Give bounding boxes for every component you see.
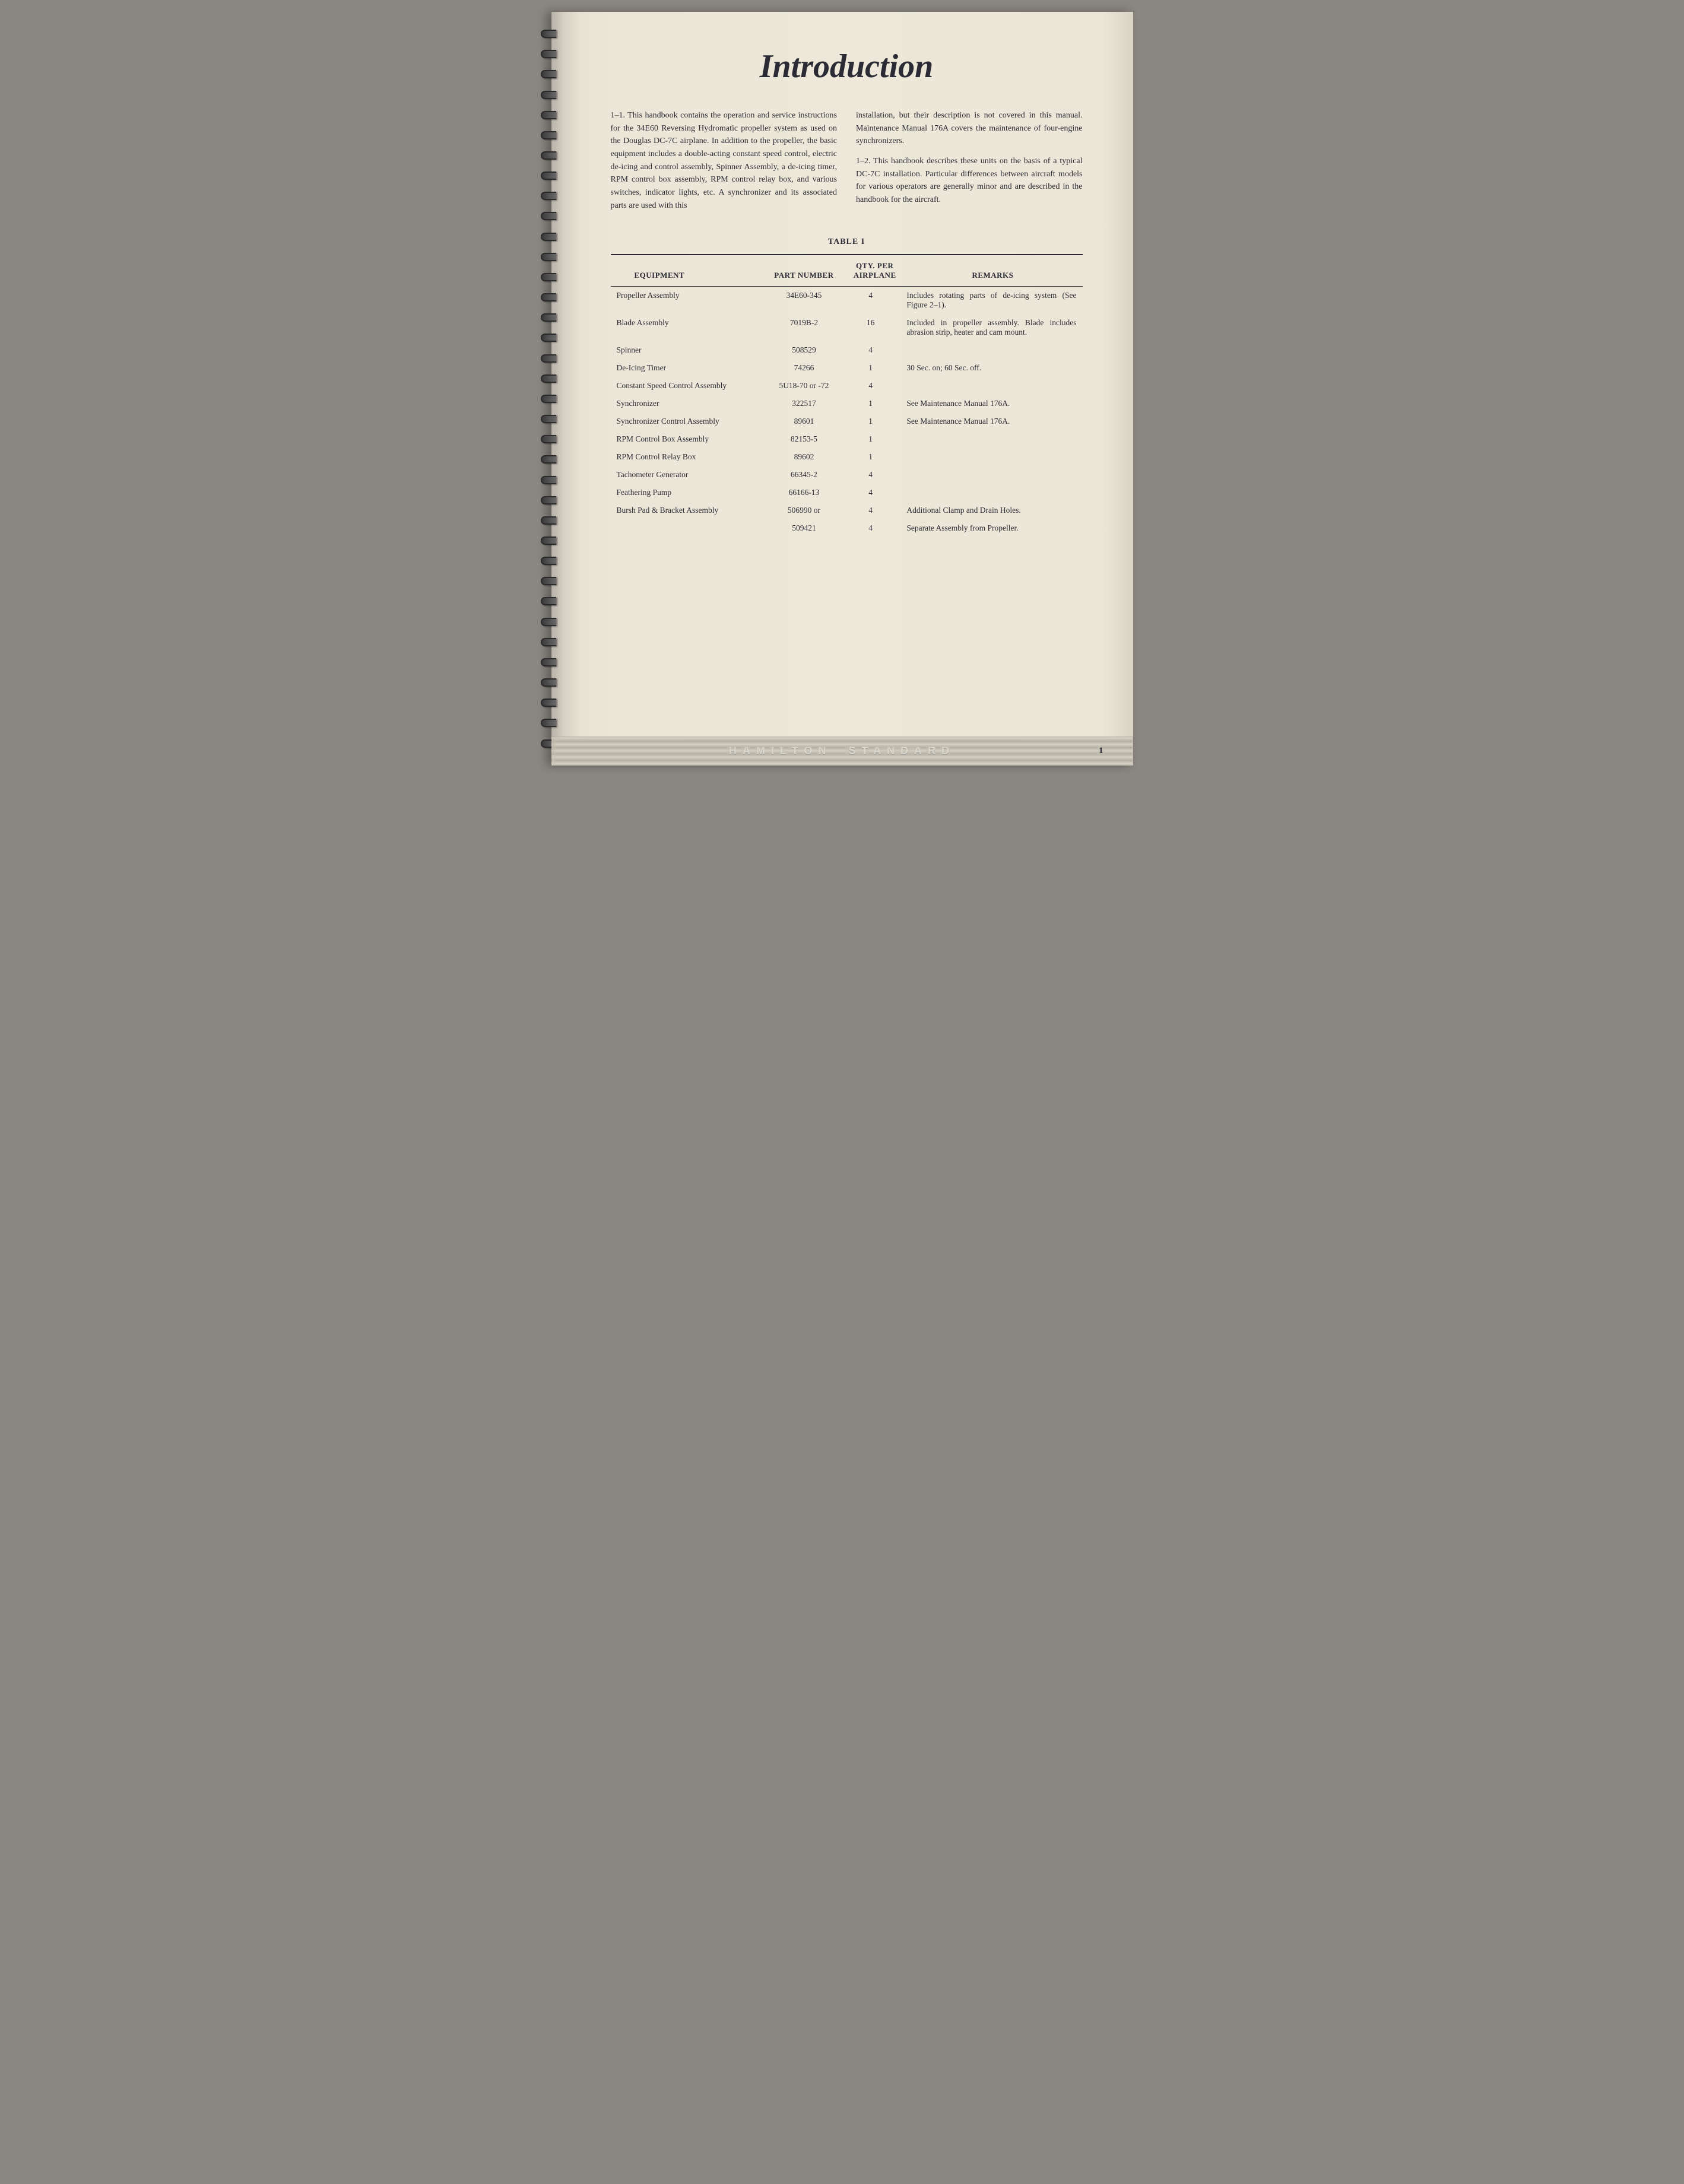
cell-eq: Constant Speed Control Assembly [611, 377, 762, 395]
cell-pn: 7019B-2 [762, 314, 846, 341]
cell-rem: Includes rotating parts of de-icing syst… [903, 286, 1082, 314]
cell-qty: 1 [846, 430, 903, 448]
left-column: 1–1. This handbook contains the operatio… [611, 109, 838, 220]
cell-qty: 4 [846, 484, 903, 501]
header-part-number: PART NUMBER [762, 255, 846, 287]
cell-qty: 16 [846, 314, 903, 341]
cell-rem: See Maintenance Manual 176A. [903, 412, 1082, 430]
table-row: Tachometer Generator66345-24 [611, 466, 1083, 484]
equipment-table: EQUIPMENT PART NUMBER QTY. PER AIRPLANE … [611, 254, 1083, 537]
cell-pn: 66345-2 [762, 466, 846, 484]
cell-rem [903, 484, 1082, 501]
paragraph-1-1-cont: installation, but their description is n… [856, 109, 1083, 148]
table-row: Constant Speed Control Assembly5U18-70 o… [611, 377, 1083, 395]
cell-rem: Separate Assembly from Propeller. [903, 519, 1082, 537]
table-row: RPM Control Relay Box896021 [611, 448, 1083, 466]
spiral-binding [541, 12, 559, 766]
cell-pn: 89602 [762, 448, 846, 466]
table-row: Synchronizer Control Assembly896011See M… [611, 412, 1083, 430]
cell-eq: Synchronizer [611, 395, 762, 412]
cell-rem [903, 430, 1082, 448]
cell-qty: 1 [846, 412, 903, 430]
cell-qty: 1 [846, 395, 903, 412]
cell-pn: 506990 or [762, 501, 846, 519]
cell-qty: 1 [846, 359, 903, 377]
cell-pn: 5U18-70 or -72 [762, 377, 846, 395]
header-equipment: EQUIPMENT [611, 255, 762, 287]
table-row: Synchronizer3225171See Maintenance Manua… [611, 395, 1083, 412]
cell-qty: 4 [846, 341, 903, 359]
cell-qty: 4 [846, 286, 903, 314]
footer-bar: HAMILTON STANDARD 1 [551, 737, 1133, 766]
cell-pn: 508529 [762, 341, 846, 359]
cell-pn: 74266 [762, 359, 846, 377]
page-title: Introduction [611, 47, 1083, 85]
page-number: 1 [1099, 746, 1103, 756]
cell-rem [903, 448, 1082, 466]
right-column: installation, but their description is n… [856, 109, 1083, 220]
table-row: Spinner5085294 [611, 341, 1083, 359]
table-body: Propeller Assembly34E60-3454Includes rot… [611, 286, 1083, 537]
cell-rem: 30 Sec. on; 60 Sec. off. [903, 359, 1082, 377]
cell-rem: Included in propeller assembly. Blade in… [903, 314, 1082, 341]
cell-qty: 4 [846, 466, 903, 484]
table-row: Propeller Assembly34E60-3454Includes rot… [611, 286, 1083, 314]
cell-qty: 4 [846, 377, 903, 395]
cell-eq: Feathering Pump [611, 484, 762, 501]
header-qty: QTY. PER AIRPLANE [846, 255, 903, 287]
paragraph-1-1: 1–1. This handbook contains the operatio… [611, 109, 838, 212]
footer-brand: HAMILTON STANDARD [729, 745, 955, 757]
table-row: Blade Assembly7019B-216Included in prope… [611, 314, 1083, 341]
cell-pn: 66166-13 [762, 484, 846, 501]
cell-rem [903, 341, 1082, 359]
cell-rem: See Maintenance Manual 176A. [903, 395, 1082, 412]
cell-pn: 89601 [762, 412, 846, 430]
cell-eq: Blade Assembly [611, 314, 762, 341]
cell-rem [903, 466, 1082, 484]
intro-columns: 1–1. This handbook contains the operatio… [611, 109, 1083, 220]
cell-qty: 4 [846, 501, 903, 519]
document-page: Introduction 1–1. This handbook contains… [551, 12, 1133, 766]
cell-eq: Tachometer Generator [611, 466, 762, 484]
paragraph-1-2: 1–2. This handbook describes these units… [856, 155, 1083, 207]
cell-eq [611, 519, 762, 537]
cell-pn: 82153-5 [762, 430, 846, 448]
cell-eq: Propeller Assembly [611, 286, 762, 314]
table-row: Feathering Pump66166-134 [611, 484, 1083, 501]
cell-eq: Bursh Pad & Bracket Assembly [611, 501, 762, 519]
cell-pn: 509421 [762, 519, 846, 537]
cell-qty: 4 [846, 519, 903, 537]
cell-eq: RPM Control Relay Box [611, 448, 762, 466]
cell-pn: 322517 [762, 395, 846, 412]
table-row: 5094214Separate Assembly from Propeller. [611, 519, 1083, 537]
cell-rem [903, 377, 1082, 395]
table-header-row: EQUIPMENT PART NUMBER QTY. PER AIRPLANE … [611, 255, 1083, 287]
cell-qty: 1 [846, 448, 903, 466]
cell-eq: Spinner [611, 341, 762, 359]
header-remarks: REMARKS [903, 255, 1082, 287]
cell-eq: RPM Control Box Assembly [611, 430, 762, 448]
cell-eq: Synchronizer Control Assembly [611, 412, 762, 430]
table-title: TABLE I [611, 237, 1083, 247]
cell-rem: Additional Clamp and Drain Holes. [903, 501, 1082, 519]
cell-pn: 34E60-345 [762, 286, 846, 314]
table-row: RPM Control Box Assembly82153-51 [611, 430, 1083, 448]
table-row: Bursh Pad & Bracket Assembly506990 or4Ad… [611, 501, 1083, 519]
cell-eq: De-Icing Timer [611, 359, 762, 377]
table-row: De-Icing Timer74266130 Sec. on; 60 Sec. … [611, 359, 1083, 377]
